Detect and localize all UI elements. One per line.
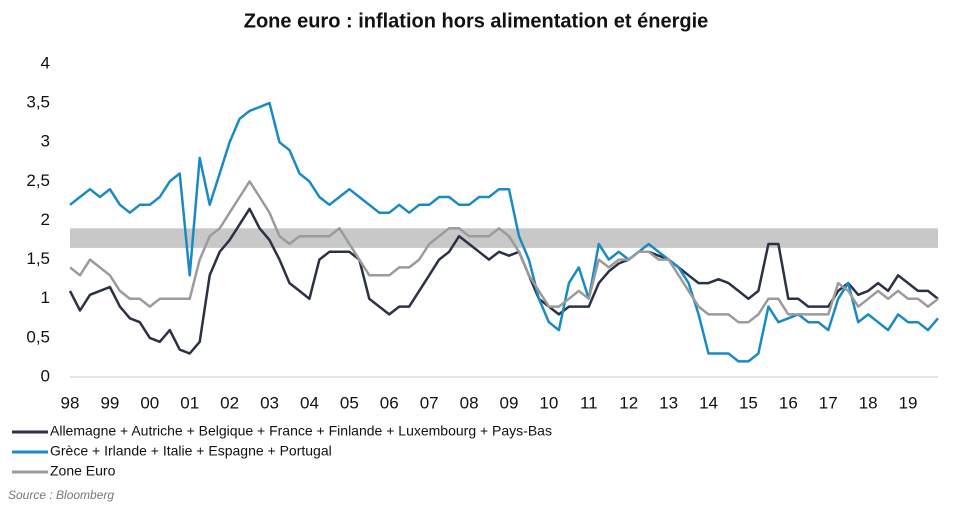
y-tick-label: 3 — [41, 132, 50, 151]
legend-label: Zone Euro — [50, 463, 116, 479]
x-tick-label: 17 — [819, 393, 838, 412]
y-tick-label: 4 — [41, 53, 50, 72]
x-tick-label: 01 — [180, 393, 199, 412]
x-tick-label: 04 — [300, 393, 319, 412]
x-tick-label: 06 — [380, 393, 399, 412]
x-tick-label: 16 — [779, 393, 798, 412]
x-tick-label: 15 — [739, 393, 758, 412]
y-tick-label: 2,5 — [26, 171, 50, 190]
series-line — [68, 207, 939, 355]
x-tick-label: 99 — [100, 393, 119, 412]
source: Source : Bloomberg — [8, 488, 114, 502]
x-tick-label: 13 — [659, 393, 678, 412]
chart-title: Zone euro : inflation hors alimentation … — [244, 10, 709, 32]
x-tick-label: 02 — [220, 393, 239, 412]
x-tick-label: 09 — [500, 393, 519, 412]
y-tick-label: 0,5 — [26, 327, 50, 346]
y-tick-label: 1,5 — [26, 249, 50, 268]
x-tick-label: 11 — [580, 393, 598, 412]
x-tick-label: 18 — [859, 393, 878, 412]
series-line — [69, 180, 939, 324]
x-tick-label: 19 — [899, 393, 918, 412]
legend-label: Allemagne + Autriche + Belgique + France… — [50, 423, 552, 439]
x-tick-label: 00 — [140, 393, 159, 412]
x-tick-label: 03 — [260, 393, 279, 412]
series-line — [69, 101, 939, 363]
y-tick-label: 0 — [41, 366, 50, 385]
x-tick-label: 12 — [619, 393, 638, 412]
x-tick-label: 05 — [340, 393, 359, 412]
y-tick-label: 3,5 — [26, 93, 50, 112]
legend-label: Grèce + Irlande + Italie + Espagne + Por… — [50, 443, 332, 459]
x-tick-label: 98 — [61, 393, 80, 412]
x-tick-label: 08 — [460, 393, 479, 412]
y-tick-label: 2 — [41, 210, 50, 229]
x-tick-label: 14 — [699, 393, 718, 412]
y-tick-label: 1 — [41, 288, 50, 307]
x-tick-label: 07 — [420, 393, 439, 412]
x-tick-label: 10 — [539, 393, 558, 412]
